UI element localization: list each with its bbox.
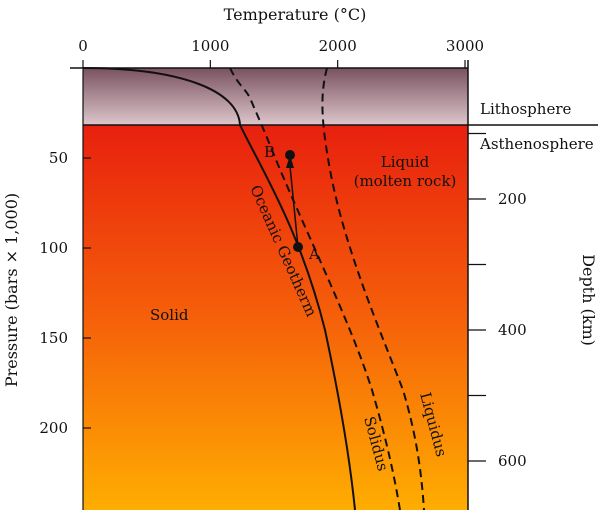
axis-title-temperature: Temperature (°C)	[224, 5, 367, 24]
point-label-a: A	[308, 245, 320, 263]
temperature-ticks: 0 1000 2000 3000	[78, 37, 484, 68]
arrow-head	[286, 155, 294, 168]
depth-tick-label: 200	[498, 190, 527, 208]
asthenosphere-layer	[83, 125, 468, 510]
pressure-tick-label: 100	[39, 239, 68, 257]
pressure-tick-label: 150	[39, 329, 68, 347]
axis-title-pressure: Pressure (bars × 1,000)	[2, 193, 21, 387]
point-b	[285, 150, 295, 160]
pressure-tick-label: 200	[39, 419, 68, 437]
point-label-b: B	[264, 143, 275, 161]
region-label-liquid: Liquid	[381, 153, 430, 171]
depth-ticks: 200 400 600	[468, 132, 527, 470]
region-label-liquid-sub: (molten rock)	[354, 172, 457, 190]
layer-label-lithosphere: Lithosphere	[480, 100, 571, 118]
temperature-tick-label: 3000	[446, 37, 484, 55]
depth-tick-label: 400	[498, 321, 527, 339]
solidus-curve	[229, 67, 401, 511]
axis-title-depth: Depth (km)	[579, 254, 598, 346]
point-a	[293, 242, 303, 252]
pressure-tick-label: 50	[49, 149, 68, 167]
lithosphere-layer	[83, 68, 468, 125]
depth-tick-label: 600	[498, 452, 527, 470]
temperature-tick-label: 0	[78, 37, 88, 55]
temperature-tick-label: 1000	[191, 37, 229, 55]
temperature-tick-label: 2000	[319, 37, 357, 55]
region-label-solid: Solid	[150, 306, 189, 324]
oceanic-geotherm-curve	[82, 67, 356, 511]
pressure-ticks: 50 100 150 200	[39, 149, 91, 437]
decompression-arrow	[289, 165, 299, 248]
layer-label-asthenosphere: Asthenosphere	[479, 135, 594, 153]
